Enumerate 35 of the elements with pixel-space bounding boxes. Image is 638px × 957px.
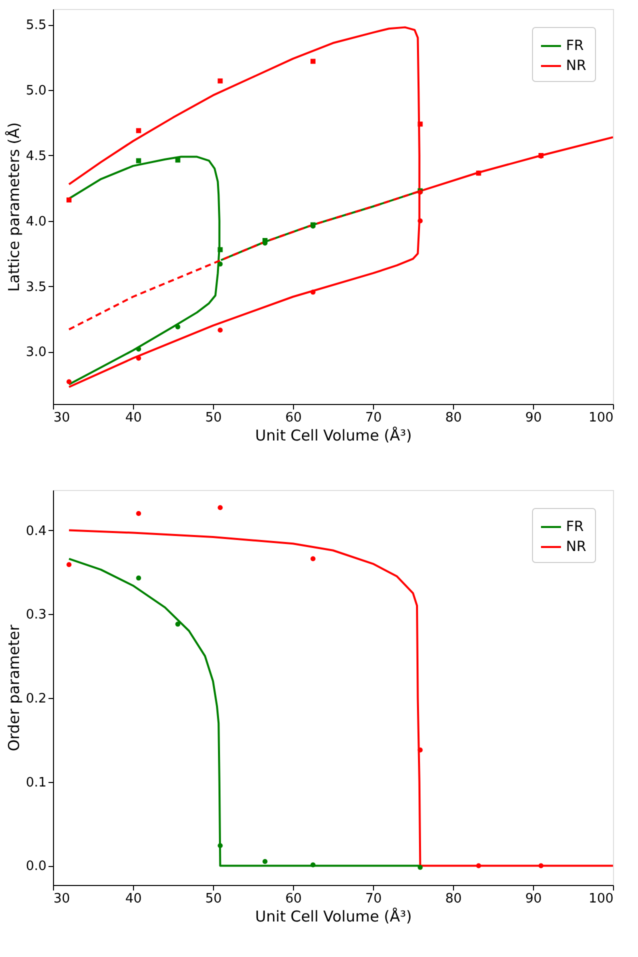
legend-label: FR — [566, 38, 584, 54]
y-tick-label: 5.5 — [26, 18, 46, 34]
x-tick-label: 70 — [365, 892, 382, 906]
x-tick-label: 90 — [525, 410, 542, 426]
y-tick-label: 4.0 — [26, 214, 46, 230]
y-tick-label: 3.5 — [26, 280, 46, 295]
y-axis-title: Lattice parameters (Å) — [4, 122, 23, 292]
x-tick-label: 60 — [285, 410, 302, 426]
x-axis-title: Unit Cell Volume (Å³) — [255, 908, 412, 926]
legend-label: NR — [566, 539, 586, 555]
x-tick-label: 60 — [285, 892, 302, 906]
x-tick-label: 100 — [588, 410, 614, 426]
y-tick-label: 4.5 — [26, 148, 46, 164]
x-tick-label: 50 — [205, 892, 222, 906]
y-tick-label: 0.1 — [26, 775, 46, 790]
y-tick-label: 0.2 — [26, 691, 46, 706]
x-axis-title: Unit Cell Volume (Å³) — [255, 426, 412, 444]
legend-label: FR — [566, 519, 584, 535]
x-tick-label: 90 — [525, 892, 542, 906]
y-axis-title: Order parameter — [4, 624, 23, 752]
y-tick-label: 0.3 — [26, 608, 46, 623]
x-tick-label: 80 — [445, 892, 462, 906]
y-tick-label: 3.0 — [26, 345, 46, 360]
y-tick-label: 0.4 — [26, 524, 46, 539]
y-tick-label: 5.0 — [26, 84, 46, 99]
x-tick-label: 30 — [54, 410, 70, 426]
x-tick-label: 30 — [54, 892, 70, 906]
x-tick-label: 80 — [445, 410, 462, 426]
x-tick-label: 40 — [125, 410, 142, 426]
x-tick-label: 50 — [205, 410, 222, 426]
x-tick-label: 70 — [365, 410, 382, 426]
x-tick-label: 40 — [125, 892, 142, 906]
y-tick-label: 0.0 — [26, 859, 46, 874]
legend-label: NR — [566, 58, 586, 74]
x-tick-label: 100 — [588, 892, 614, 906]
